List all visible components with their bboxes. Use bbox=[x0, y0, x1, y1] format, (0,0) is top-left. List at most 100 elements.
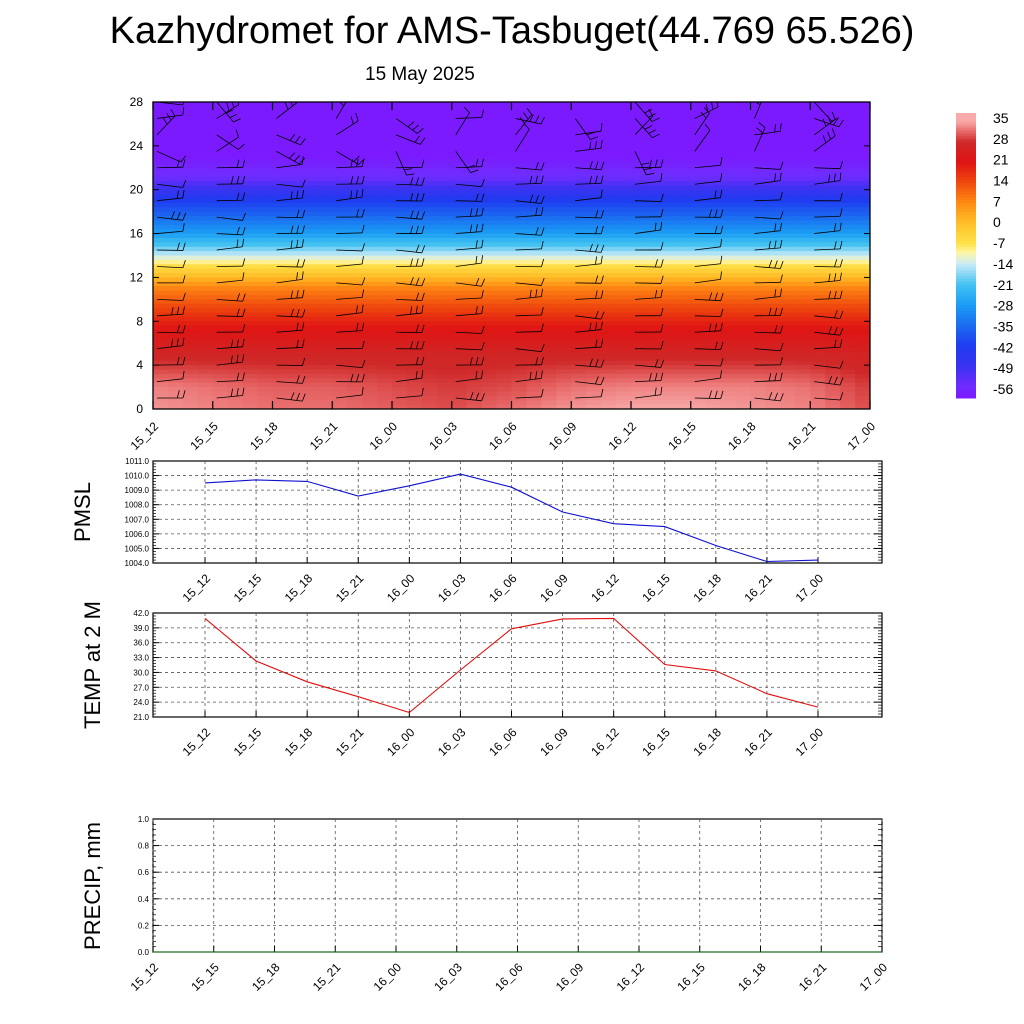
heatmap-cell bbox=[287, 211, 303, 217]
heatmap-cell bbox=[466, 220, 483, 226]
heatmap-cell bbox=[825, 268, 841, 274]
heatmap-cell bbox=[317, 246, 333, 252]
heatmap-cell bbox=[212, 237, 229, 243]
heatmap-cell bbox=[541, 145, 557, 151]
heatmap-cell bbox=[645, 102, 662, 107]
heatmap-cell bbox=[257, 286, 274, 292]
heatmap-cell bbox=[242, 360, 259, 366]
heatmap-cell bbox=[212, 294, 229, 300]
heatmap-cell bbox=[481, 251, 498, 257]
heatmap-cell bbox=[257, 159, 274, 164]
heatmap-cell bbox=[526, 132, 542, 138]
heatmap-cell bbox=[511, 154, 528, 160]
heatmap-cell bbox=[451, 251, 468, 257]
heatmap-cell bbox=[705, 180, 722, 186]
heatmap-cell bbox=[616, 330, 632, 336]
heatmap-cell bbox=[242, 137, 259, 143]
heatmap-cell bbox=[720, 242, 737, 248]
heatmap-cell bbox=[406, 395, 423, 401]
heatmap-cell bbox=[481, 242, 498, 248]
heatmap-cell bbox=[257, 365, 274, 371]
heatmap-cell bbox=[645, 316, 662, 322]
heatmap-cell bbox=[690, 400, 707, 406]
wind-barb bbox=[515, 194, 545, 204]
heatmap-cell bbox=[735, 185, 752, 191]
heatmap-cell bbox=[660, 137, 677, 143]
heatmap-cell bbox=[332, 167, 348, 173]
heatmap-cell bbox=[526, 106, 542, 112]
heatmap-cell bbox=[795, 321, 811, 327]
heatmap-cell bbox=[197, 290, 214, 296]
heatmap-cell bbox=[601, 132, 617, 138]
colorbar-swatch bbox=[956, 287, 976, 291]
heatmap-cell bbox=[631, 312, 647, 318]
heatmap-cell bbox=[332, 216, 348, 222]
heatmap-cell bbox=[825, 312, 841, 318]
heatmap-cell bbox=[795, 128, 811, 134]
heatmap-cell bbox=[645, 360, 662, 366]
heatmap-cell bbox=[287, 347, 303, 353]
heatmap-cell bbox=[750, 216, 767, 222]
heatmap-cell bbox=[571, 343, 587, 349]
heatmap-cell bbox=[795, 286, 811, 292]
heatmap-cell bbox=[571, 321, 587, 327]
heatmap-cell bbox=[167, 299, 184, 305]
barb-flag bbox=[540, 116, 545, 125]
barb-flag bbox=[822, 118, 827, 127]
heatmap-cell bbox=[720, 194, 737, 200]
heatmap-cell bbox=[392, 172, 408, 178]
heatmap-cell bbox=[840, 115, 856, 121]
heatmap-cell bbox=[421, 229, 438, 235]
heatmap-cell bbox=[287, 233, 303, 239]
heatmap-cell bbox=[347, 391, 363, 397]
heatmap-cell bbox=[377, 273, 393, 279]
barb-flag bbox=[410, 276, 414, 285]
heatmap-cell bbox=[840, 172, 856, 178]
wind-barb bbox=[814, 310, 844, 319]
heatmap-cell bbox=[317, 233, 333, 239]
heatmap-cell bbox=[377, 185, 393, 191]
heatmap-cell bbox=[556, 264, 572, 270]
heatmap-cell bbox=[197, 395, 214, 401]
heatmap-cell bbox=[481, 180, 498, 186]
heatmap-cell bbox=[795, 259, 811, 265]
heatmap-cell bbox=[690, 115, 707, 121]
wind-barb bbox=[754, 259, 784, 269]
barb-flag bbox=[481, 255, 483, 264]
barb-flag bbox=[350, 116, 354, 125]
colorbar-swatch bbox=[956, 267, 976, 271]
heatmap-cell bbox=[780, 325, 796, 331]
heatmap-cell bbox=[631, 321, 647, 327]
barb-staff bbox=[276, 246, 303, 251]
heatmap-cell bbox=[242, 106, 259, 112]
heatmap-cell bbox=[825, 237, 841, 243]
heatmap-cell bbox=[735, 330, 752, 336]
heatmap-cell bbox=[825, 290, 841, 296]
heatmap-cell bbox=[616, 387, 632, 393]
heatmap-cell bbox=[272, 259, 289, 265]
heatmap-cell bbox=[556, 373, 572, 379]
heatmap-cell bbox=[631, 378, 647, 384]
heatmap-cell bbox=[466, 303, 483, 309]
heatmap-cell bbox=[496, 400, 513, 406]
barb-flag bbox=[236, 226, 240, 235]
heatmap-cell bbox=[242, 202, 259, 208]
heatmap-cell bbox=[317, 189, 333, 195]
heatmap-cell bbox=[347, 224, 363, 230]
heatmap-cell bbox=[840, 294, 856, 300]
heatmap-cell bbox=[406, 382, 423, 388]
heatmap-cell bbox=[795, 387, 811, 393]
heatmap-cell bbox=[855, 365, 870, 371]
heatmap-cell bbox=[197, 404, 214, 409]
heatmap-cell bbox=[795, 312, 811, 318]
heatmap-cell bbox=[511, 233, 528, 239]
heatmap-cell bbox=[645, 330, 662, 336]
heatmap-cell bbox=[705, 141, 722, 147]
heatmap-cell bbox=[406, 189, 423, 195]
heatmap-cell bbox=[182, 268, 199, 274]
heatmap-cell bbox=[257, 303, 274, 309]
heatmap-cell bbox=[153, 316, 169, 322]
heatmap-cell bbox=[601, 141, 617, 147]
heatmap-cell bbox=[481, 395, 498, 401]
heatmap-cell bbox=[436, 286, 453, 292]
